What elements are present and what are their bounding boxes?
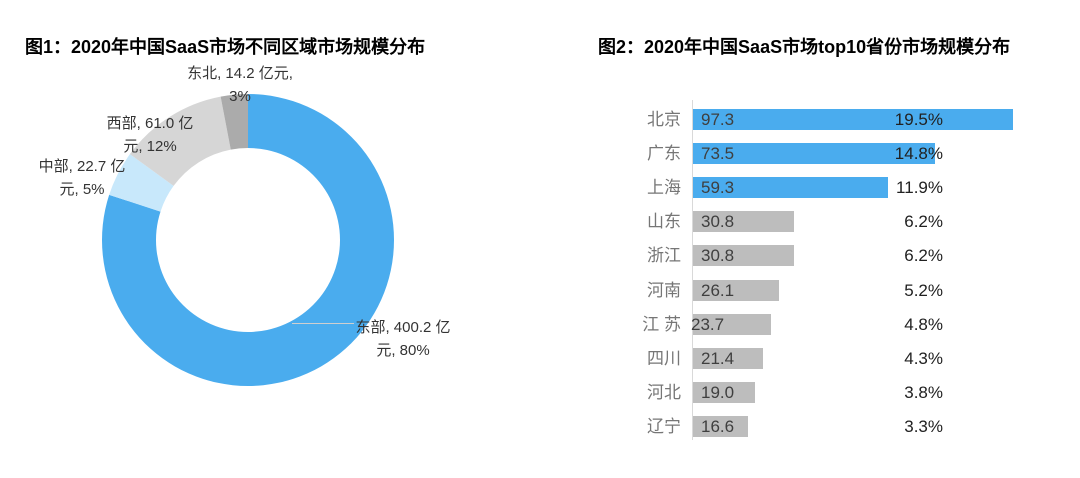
province-label: 辽宁: [647, 417, 681, 436]
donut-label-line: 元, 12%: [123, 138, 177, 155]
donut-label-line: 3%: [229, 88, 251, 105]
bar-value-label: 19.0: [701, 383, 735, 402]
donut-label-west: 西部, 61.0 亿 元, 12%: [60, 112, 240, 158]
donut-label-line: 东北, 14.2 亿元,: [187, 65, 293, 82]
donut-label-northeast: 东北, 14.2 亿元, 3%: [140, 62, 340, 108]
bar-percent-label: 11.9%: [896, 178, 943, 197]
fig2-title: 图2：2020年中国SaaS市场top10省份市场规模分布: [598, 37, 1011, 57]
bar-percent-label: 19.5%: [894, 110, 943, 129]
bar-percent-label: 6.2%: [904, 212, 943, 231]
bar-山东: [693, 211, 794, 232]
donut-label-east: 东部, 400.2 亿 元, 80%: [313, 316, 493, 362]
bar-value-label: 21.4: [701, 349, 735, 368]
bar-percent-label: 4.8%: [904, 315, 943, 334]
bar-广东: [693, 143, 935, 164]
bar-上海: [693, 177, 888, 198]
bar-河北: [693, 382, 755, 403]
donut-label-central: 中部, 22.7 亿 元, 5%: [0, 155, 164, 201]
donut-leader-line-east: [292, 323, 354, 324]
bar-value-label: 97.3: [701, 110, 735, 129]
bar-percent-label: 14.8%: [894, 144, 943, 163]
province-label: 江 苏: [642, 315, 681, 334]
province-label: 山东: [647, 212, 681, 231]
donut-slice-东北: [220, 94, 248, 150]
bar-value-label: 30.8: [701, 246, 735, 265]
bar-辽宁: [693, 416, 748, 437]
region-donut-chart: [102, 94, 395, 386]
bar-江苏: [693, 314, 771, 335]
province-label: 北京: [647, 110, 681, 129]
bar-浙江: [693, 245, 794, 266]
bar-value-label: 59.3: [701, 178, 735, 197]
donut-label-line: 元, 80%: [376, 342, 430, 359]
donut-label-line: 西部, 61.0 亿: [106, 115, 194, 132]
province-label: 上海: [647, 178, 681, 197]
bar-value-label: 26.1: [701, 281, 735, 300]
bar-chart-axis-line: [692, 100, 693, 440]
bar-四川: [693, 348, 763, 369]
province-label: 广东: [647, 144, 681, 163]
bar-value-label: 16.6: [701, 417, 735, 436]
bar-percent-label: 6.2%: [904, 246, 943, 265]
donut-slice-西部: [129, 96, 231, 186]
bar-percent-label: 3.8%: [904, 383, 943, 402]
donut-label-line: 东部, 400.2 亿: [355, 319, 451, 336]
bar-北京: [693, 109, 1013, 130]
bar-value-label: 23.7: [691, 315, 725, 334]
bar-value-label: 30.8: [701, 212, 735, 231]
province-label: 河北: [647, 383, 681, 402]
province-label: 河南: [647, 281, 681, 300]
bar-percent-label: 4.3%: [904, 349, 943, 368]
province-label: 四川: [647, 349, 681, 368]
bar-percent-label: 3.3%: [904, 417, 943, 436]
donut-label-line: 中部, 22.7 亿: [38, 158, 126, 175]
bar-河南: [693, 280, 779, 301]
bar-value-label: 73.5: [701, 144, 735, 163]
donut-slice-东部: [102, 94, 395, 386]
donut-label-line: 元, 5%: [59, 181, 105, 198]
donut-slice-中部: [109, 154, 174, 212]
bar-percent-label: 5.2%: [904, 281, 943, 300]
province-label: 浙江: [647, 246, 681, 265]
fig1-title: 图1：2020年中国SaaS市场不同区域市场规模分布: [25, 37, 426, 57]
